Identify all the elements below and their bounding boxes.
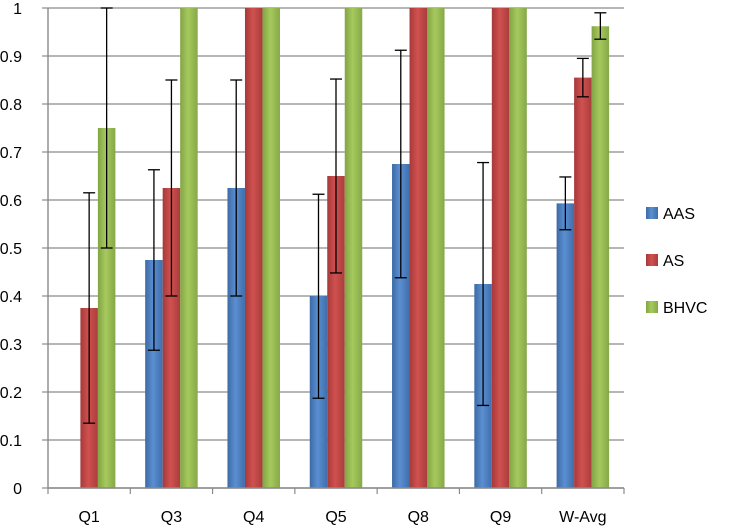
bar-aas-q8: [392, 164, 410, 488]
bar-as-q5: [327, 176, 345, 488]
bar-bhvc-q5: [344, 8, 363, 488]
y-axis-ticks: 0 0.1 0.2 0.3 0.4 0.5 0.6 0.7 0.8 0.9 1: [0, 1, 22, 498]
axes: [47, 8, 624, 489]
legend-label-as: AS: [663, 253, 684, 270]
bar-bhvc-w-avg: [591, 26, 610, 489]
bar-bhvc-q4: [262, 8, 280, 488]
bar-as-q8: [409, 8, 428, 488]
legend-swatch-aas: [646, 207, 658, 219]
y-tick-label: 0.1: [0, 433, 22, 450]
x-tick-label: Q5: [325, 509, 346, 526]
x-tick-label: Q4: [243, 509, 264, 526]
y-tick-label: 0.3: [0, 337, 22, 354]
legend-label-bhvc: BHVC: [663, 300, 707, 317]
y-tick-label: 1: [13, 1, 22, 18]
bar-bhvc-q1: [97, 128, 116, 488]
error-bars: [83, 7, 607, 424]
y-tick-label: 0.6: [0, 193, 22, 210]
x-tick-label: Q9: [490, 509, 511, 526]
bar-bhvc-q3: [180, 8, 198, 488]
x-axis-ticks: Q1 Q3 Q4 Q5 Q8 Q9 W-Avg: [47, 488, 625, 526]
bar-as-q4: [244, 8, 263, 488]
y-tick-label: 0.2: [0, 385, 22, 402]
x-tick-label: W-Avg: [559, 509, 606, 526]
bar-aas-q4: [227, 188, 245, 488]
legend-swatch-as: [646, 254, 658, 266]
bar-aas-w-avg: [556, 203, 575, 489]
y-tick-label: 0.9: [0, 49, 22, 66]
y-tick-label: 0: [13, 481, 22, 498]
legend: AAS AS BHVC: [646, 206, 707, 317]
bar-bhvc-q8: [427, 8, 445, 488]
y-tick-label: 0.7: [0, 145, 22, 162]
legend-swatch-bhvc: [646, 301, 658, 313]
bar-as-w-avg: [574, 77, 592, 488]
x-tick-label: Q8: [408, 509, 429, 526]
bar-bhvc-q9: [509, 8, 527, 488]
bars: [80, 8, 610, 489]
x-tick-label: Q3: [161, 509, 182, 526]
legend-label-aas: AAS: [663, 206, 695, 223]
y-tick-label: 0.5: [0, 241, 22, 258]
y-tick-label: 0.4: [0, 289, 22, 306]
x-tick-label: Q1: [78, 509, 99, 526]
bar-as-q9: [491, 8, 510, 488]
y-tick-label: 0.8: [0, 97, 22, 114]
bar-as-q3: [162, 188, 181, 488]
bar-aas-q3: [145, 260, 163, 488]
